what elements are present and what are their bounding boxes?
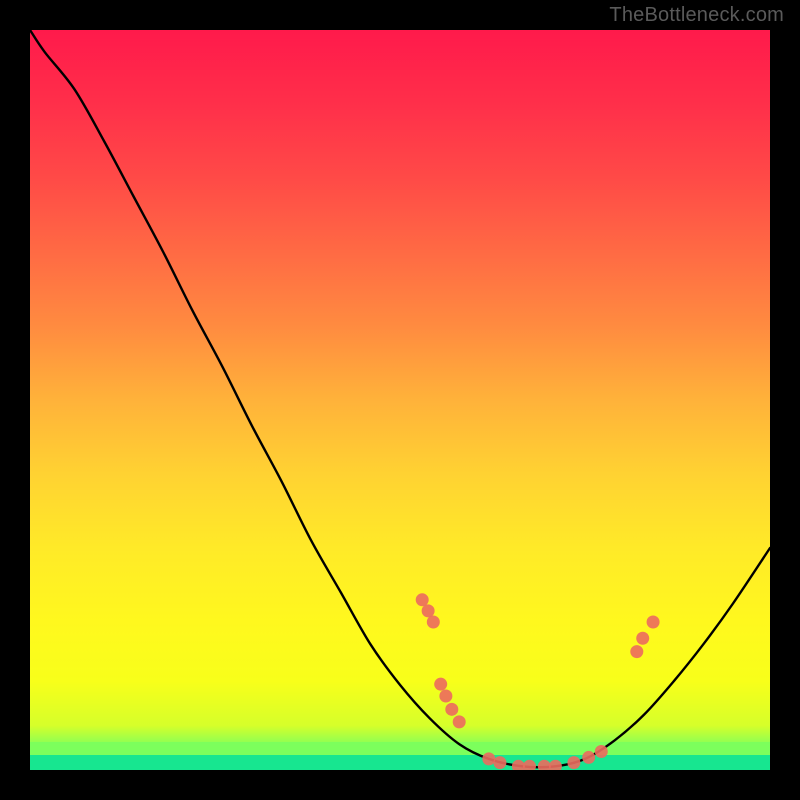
data-marker: [434, 678, 447, 691]
watermark-text: TheBottleneck.com: [609, 4, 784, 27]
data-marker: [482, 752, 495, 765]
data-marker: [445, 703, 458, 716]
data-marker: [493, 756, 506, 769]
data-marker: [427, 616, 440, 629]
data-marker: [582, 751, 595, 764]
data-marker: [512, 760, 525, 770]
plot-area: [30, 30, 770, 770]
chart-frame: TheBottleneck.com: [0, 0, 800, 800]
data-marker: [630, 645, 643, 658]
marker-group: [416, 593, 660, 770]
data-marker: [453, 715, 466, 728]
data-marker: [549, 760, 562, 770]
bottleneck-curve: [30, 30, 770, 767]
data-marker: [416, 593, 429, 606]
data-marker: [595, 745, 608, 758]
data-marker: [567, 756, 580, 769]
data-marker: [647, 616, 660, 629]
data-marker: [523, 760, 536, 770]
data-marker: [538, 760, 551, 770]
curve-layer: [30, 30, 770, 770]
data-marker: [439, 690, 452, 703]
data-marker: [422, 604, 435, 617]
data-marker: [636, 632, 649, 645]
